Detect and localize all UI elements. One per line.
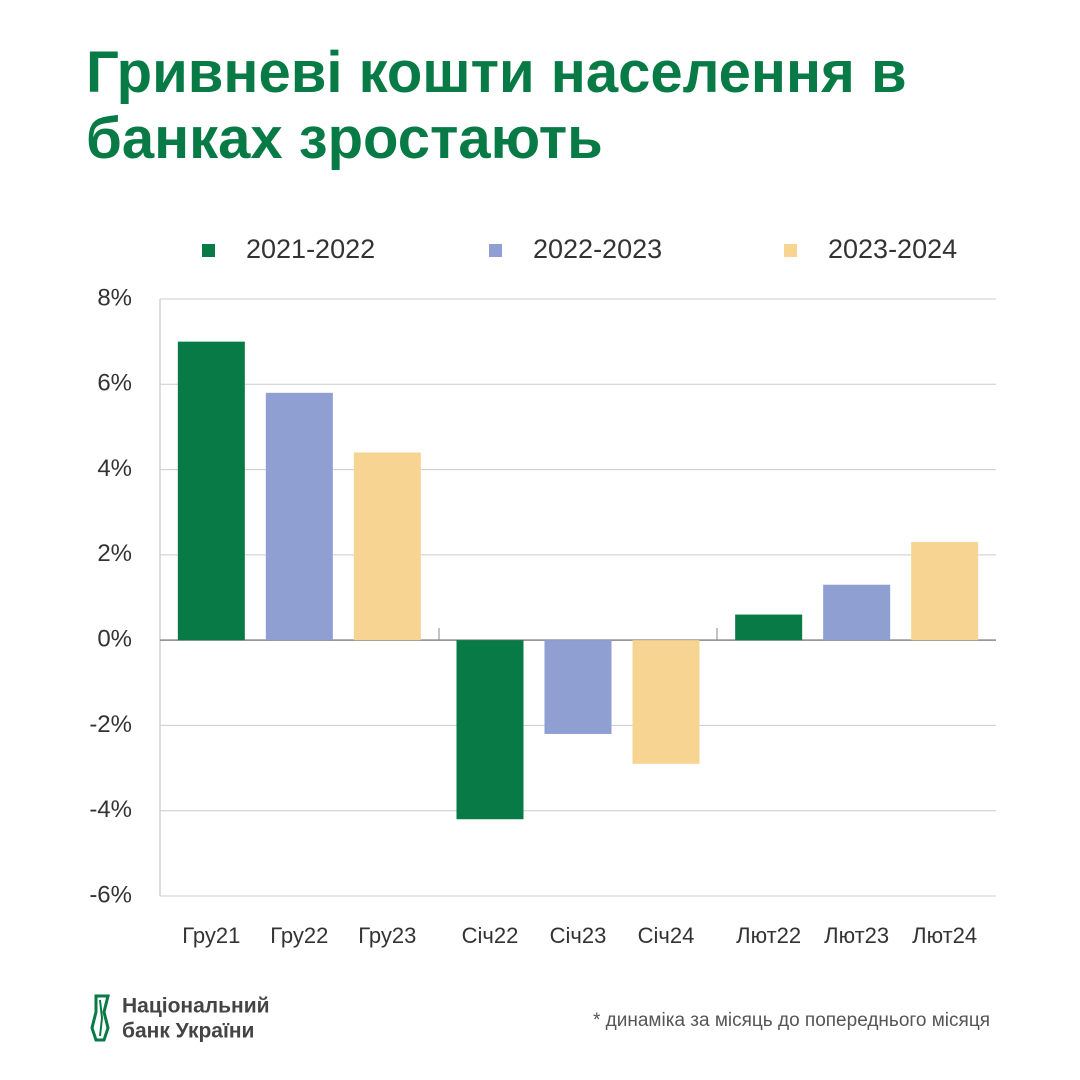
legend-label: 2021-2022 (246, 234, 375, 264)
legend-swatch (202, 244, 215, 257)
bar (265, 392, 333, 641)
y-tick-label: 8% (97, 284, 132, 311)
bar (911, 542, 979, 641)
logo-text: банк України (122, 1020, 254, 1043)
legend-swatch (489, 244, 502, 257)
bar (177, 341, 245, 641)
y-tick-label: -6% (89, 881, 132, 908)
x-tick-label: Лют22 (736, 923, 801, 948)
y-tick-label: 0% (97, 625, 132, 652)
x-tick-label: Гру22 (270, 923, 328, 948)
x-tick-label: Гру23 (358, 923, 416, 948)
bar (735, 614, 803, 641)
legend-swatch (784, 244, 797, 257)
bar (544, 640, 612, 734)
y-tick-label: 6% (97, 370, 132, 397)
logo: Національний банк України (90, 994, 270, 1043)
logo-mark (90, 994, 110, 1042)
bar (456, 640, 524, 820)
y-tick-label: 4% (97, 455, 132, 482)
bar (823, 584, 891, 641)
bar (353, 452, 421, 641)
logo-text: Національний (122, 995, 270, 1018)
x-tick-label: Січ23 (550, 923, 607, 948)
x-tick-label: Лют23 (824, 923, 889, 948)
logo-mark (99, 999, 104, 1037)
bar (632, 640, 700, 764)
footnote: * динаміка за місяць до попереднього міс… (593, 1010, 990, 1031)
y-tick-label: -2% (89, 711, 132, 738)
x-tick-label: Січ22 (462, 923, 519, 948)
x-tick-label: Лют24 (912, 923, 977, 948)
y-tick-label: 2% (97, 540, 132, 567)
legend-label: 2022-2023 (533, 234, 662, 264)
legend-label: 2023-2024 (828, 234, 957, 264)
x-tick-label: Гру21 (182, 923, 240, 948)
y-tick-label: -4% (89, 796, 132, 823)
x-tick-label: Січ24 (638, 923, 695, 948)
chart-title: Гривневі кошти населення в банках зроста… (86, 40, 907, 171)
